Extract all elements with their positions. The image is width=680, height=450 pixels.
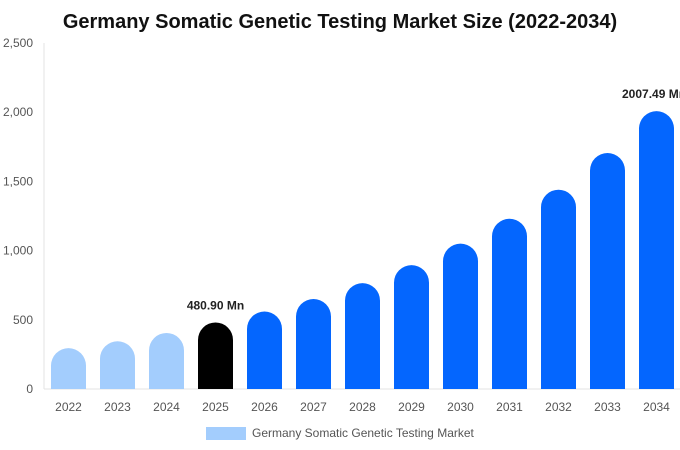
bar-2033	[590, 153, 625, 389]
data-labels: 480.90 Mn 2007.49 Mn	[187, 87, 680, 312]
x-tick-label: 2023	[104, 400, 131, 414]
x-tick-label: 2029	[398, 400, 425, 414]
bar-2029	[394, 265, 429, 389]
x-tick-label: 2024	[153, 400, 180, 414]
y-tick-label: 1,500	[3, 174, 33, 188]
data-label: 480.90 Mn	[187, 298, 244, 312]
y-axis: 0 500 1,000 1,500 2,000 2,500	[3, 36, 680, 396]
x-tick-label: 2025	[202, 400, 229, 414]
legend-label: Germany Somatic Genetic Testing Market	[252, 426, 475, 440]
bar-2023	[100, 341, 135, 389]
bar-2031	[492, 218, 527, 389]
bar-2030	[443, 243, 478, 389]
x-tick-label: 2032	[545, 400, 572, 414]
x-tick-label: 2027	[300, 400, 327, 414]
y-tick-label: 500	[13, 313, 33, 327]
x-tick-label: 2028	[349, 400, 376, 414]
x-tick-label: 2033	[594, 400, 621, 414]
data-label: 2007.49 Mn	[622, 87, 680, 101]
bar-2024	[149, 332, 184, 389]
bar-2032	[541, 189, 576, 389]
x-tick-label: 2026	[251, 400, 278, 414]
y-tick-label: 2,500	[3, 36, 33, 50]
bar-2028	[345, 283, 380, 389]
y-tick-label: 2,000	[3, 105, 33, 119]
x-tick-label: 2031	[496, 400, 523, 414]
y-tick-label: 1,000	[3, 244, 33, 258]
x-tick-label: 2022	[55, 400, 82, 414]
x-tick-label: 2034	[643, 400, 670, 414]
bar-2025	[198, 322, 233, 389]
legend: Germany Somatic Genetic Testing Market	[206, 426, 475, 440]
bar-2026	[247, 311, 282, 389]
x-axis: 2022 2023 2024 2025 2026 2027 2028 2029 2030 2031…	[55, 400, 670, 414]
bar-2027	[296, 299, 331, 389]
legend-swatch	[206, 427, 246, 440]
chart-title: Germany Somatic Genetic Testing Market S…	[63, 11, 617, 33]
bars	[51, 111, 674, 389]
y-tick-label: 0	[26, 382, 33, 396]
bar-2034	[639, 111, 674, 389]
x-tick-label: 2030	[447, 400, 474, 414]
bar-2022	[51, 348, 86, 389]
